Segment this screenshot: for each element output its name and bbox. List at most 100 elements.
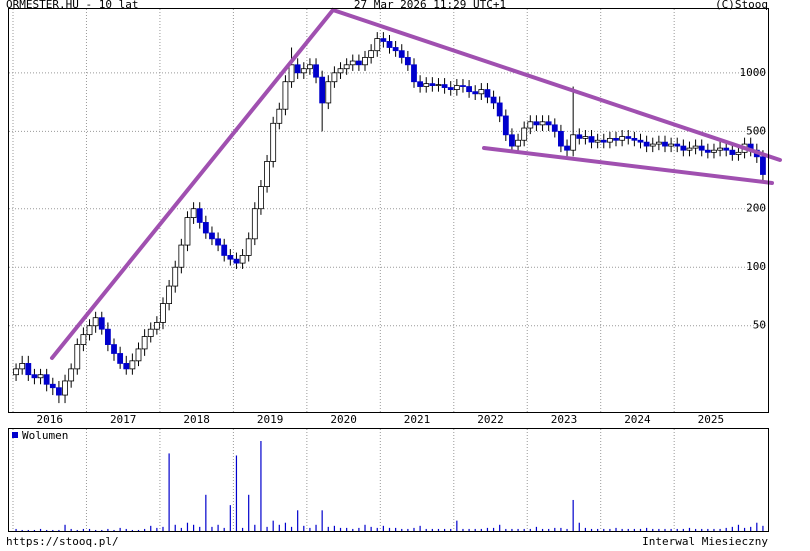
volume-bar <box>523 528 525 531</box>
volume-bar <box>107 528 109 531</box>
candle-body <box>723 147 730 151</box>
volume-bar <box>529 528 531 531</box>
candle-body <box>258 186 264 210</box>
volume-bar <box>731 526 733 531</box>
candle-body <box>613 137 619 141</box>
candle-body <box>80 334 87 345</box>
candle-body <box>37 374 44 379</box>
candle-body <box>576 134 583 139</box>
volume-bar <box>15 528 17 531</box>
volume-bar <box>27 529 29 531</box>
volume-bar <box>131 529 133 531</box>
volume-bar <box>664 528 666 531</box>
volume-bar <box>309 527 311 531</box>
volume-bar <box>590 528 593 531</box>
volume-bar <box>199 526 201 531</box>
candle-body <box>349 60 356 66</box>
candle-body <box>117 353 124 364</box>
candle-body <box>184 217 191 246</box>
volume-bar <box>223 527 225 531</box>
candle-body <box>637 139 644 143</box>
candle-body <box>472 91 479 95</box>
candle-body <box>398 50 405 58</box>
candle-body <box>411 64 417 83</box>
volume-bar <box>88 528 91 531</box>
volume-bar <box>627 528 629 531</box>
candles <box>13 32 766 404</box>
volume-bar <box>615 527 617 531</box>
volume-bar <box>39 528 42 531</box>
volume-bar <box>82 528 85 531</box>
candle-body <box>760 156 766 175</box>
candle-body <box>606 137 613 143</box>
candle-body <box>527 121 534 129</box>
footer-interval: Interwal Miesieczny <box>642 535 768 548</box>
volume-bar <box>584 527 587 531</box>
volume-bar <box>511 528 513 531</box>
candle-body <box>692 145 699 149</box>
volume-bar <box>468 528 470 531</box>
candle-body <box>539 121 546 126</box>
candle-body <box>717 147 723 151</box>
volume-bar <box>364 524 366 531</box>
volume-bar <box>554 527 556 531</box>
candle-body <box>300 68 307 74</box>
candle-body <box>190 208 197 219</box>
volume-bar <box>339 527 342 531</box>
candle-body <box>178 244 185 268</box>
x-tick-label: 2024 <box>624 413 651 426</box>
candle-body <box>239 255 246 264</box>
volume-bar <box>156 527 158 531</box>
candle-body <box>172 266 179 287</box>
candle-body <box>355 60 362 66</box>
volume-bar <box>646 527 648 531</box>
volume-bar <box>125 528 127 531</box>
volume-bar <box>388 527 391 531</box>
volume-bar <box>450 528 452 531</box>
candle-body <box>711 149 717 153</box>
candle-body <box>380 38 387 42</box>
candle-body <box>429 83 436 86</box>
candle-body <box>466 86 472 93</box>
volume-bar <box>33 529 36 531</box>
volume-bar <box>572 499 574 531</box>
volume-bar <box>186 522 189 531</box>
volume-bar <box>499 524 501 531</box>
volume-bar <box>431 528 433 531</box>
volume-bar <box>241 527 244 531</box>
volume-bar <box>407 528 409 531</box>
volume-bar <box>205 494 207 531</box>
volume-bar <box>64 524 66 531</box>
volume-bar <box>315 524 317 531</box>
candle-body <box>509 134 515 147</box>
volume-bar <box>395 527 397 531</box>
candle-body <box>166 285 173 304</box>
volume-bar <box>76 529 78 531</box>
candle-body <box>313 64 319 78</box>
volume-bar <box>260 441 262 531</box>
footer-url[interactable]: https://stooq.pl/ <box>6 535 119 548</box>
candle-body <box>374 38 381 52</box>
volume-bar <box>180 527 182 531</box>
candle-body <box>221 244 228 256</box>
x-tick-label: 2017 <box>110 413 137 426</box>
candle-body <box>386 41 393 48</box>
volume-bar <box>517 528 519 531</box>
candle-body <box>270 122 277 162</box>
candle-body <box>564 145 570 151</box>
volume-bar <box>303 525 305 531</box>
candle-body <box>649 143 656 147</box>
volume-bar <box>560 527 562 531</box>
volume-bar <box>272 520 274 531</box>
candle-body <box>490 96 497 104</box>
candle-body <box>135 348 142 362</box>
volume-bar <box>144 528 146 531</box>
candle-body <box>729 149 736 155</box>
candle-body <box>25 363 32 376</box>
candle-body <box>447 87 454 90</box>
volume-bar <box>413 527 415 531</box>
candle-body <box>209 232 215 240</box>
volume-bar <box>456 520 458 531</box>
x-tick-label: 2018 <box>183 413 210 426</box>
candle-body <box>404 57 411 66</box>
